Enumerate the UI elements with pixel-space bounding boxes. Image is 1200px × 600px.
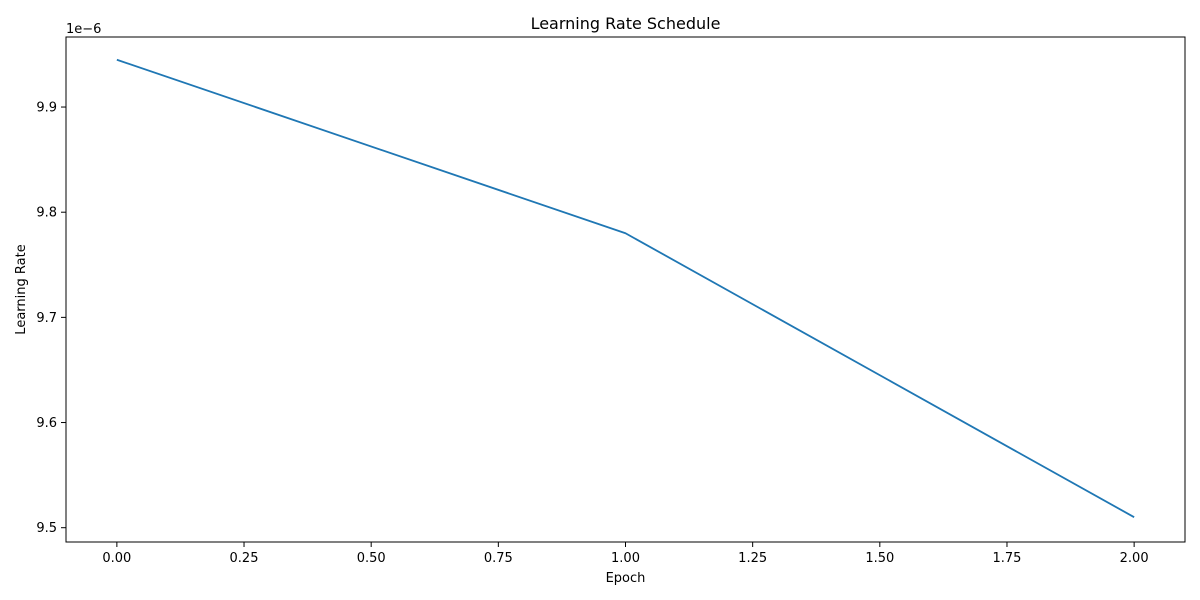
x-tick-label: 0.25 xyxy=(230,551,259,566)
y-tick-label: 9.9 xyxy=(36,101,57,116)
plot-frame xyxy=(65,36,1186,543)
x-axis-ticks: 0.00 0.25 0.50 0.75 1.00 1.25 1.50 1.75 2.00 xyxy=(102,542,1149,566)
plot-area xyxy=(66,37,1185,542)
x-tick-label: 2.00 xyxy=(1120,551,1149,566)
x-tick-label: 1.75 xyxy=(993,551,1022,566)
y-axis-offset-text: 1e−6 xyxy=(66,22,101,37)
y-axis-ticks: 9.5 9.6 9.7 9.8 9.9 xyxy=(36,101,66,536)
y-tick-label: 9.7 xyxy=(36,311,57,326)
series-line xyxy=(116,58,1135,518)
y-tick-label: 9.8 xyxy=(36,206,57,221)
chart-title: Learning Rate Schedule xyxy=(531,14,721,33)
x-tick-label: 0.50 xyxy=(357,551,386,566)
y-tick-label: 9.6 xyxy=(36,416,57,431)
x-tick-label: 1.50 xyxy=(865,551,894,566)
x-tick-label: 1.00 xyxy=(611,551,640,566)
x-tick-label: 0.00 xyxy=(102,551,131,566)
x-tick-label: 0.75 xyxy=(484,551,513,566)
x-axis-label: Epoch xyxy=(606,571,646,586)
x-tick-label: 1.25 xyxy=(738,551,767,566)
y-axis-label: Learning Rate xyxy=(14,244,29,334)
y-tick-label: 9.5 xyxy=(36,521,57,536)
series-layer xyxy=(116,58,1135,518)
